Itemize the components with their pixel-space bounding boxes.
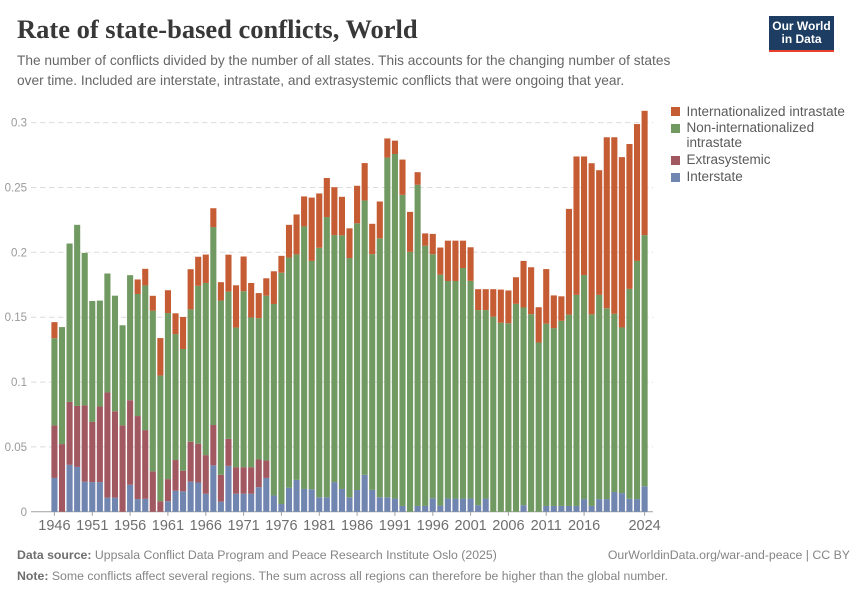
- svg-text:0.3: 0.3: [11, 118, 27, 130]
- svg-text:0.2: 0.2: [11, 247, 27, 259]
- svg-text:2016: 2016: [568, 518, 600, 534]
- svg-text:0.1: 0.1: [11, 377, 27, 389]
- svg-text:2001: 2001: [454, 518, 486, 534]
- svg-text:1996: 1996: [417, 518, 449, 534]
- svg-text:1946: 1946: [38, 518, 70, 534]
- svg-text:2006: 2006: [492, 518, 524, 534]
- svg-text:1951: 1951: [76, 518, 108, 534]
- svg-text:0.25: 0.25: [5, 183, 27, 195]
- svg-text:0: 0: [21, 507, 27, 519]
- svg-text:1971: 1971: [227, 518, 259, 534]
- svg-text:0.15: 0.15: [5, 312, 27, 324]
- svg-text:1956: 1956: [114, 518, 146, 534]
- svg-text:1966: 1966: [190, 518, 222, 534]
- svg-text:1986: 1986: [341, 518, 373, 534]
- svg-text:1976: 1976: [265, 518, 297, 534]
- svg-text:1991: 1991: [379, 518, 411, 534]
- svg-text:1961: 1961: [152, 518, 184, 534]
- svg-text:1981: 1981: [303, 518, 335, 534]
- svg-text:0.05: 0.05: [5, 442, 27, 454]
- svg-text:2011: 2011: [531, 518, 562, 534]
- svg-text:2024: 2024: [628, 518, 660, 534]
